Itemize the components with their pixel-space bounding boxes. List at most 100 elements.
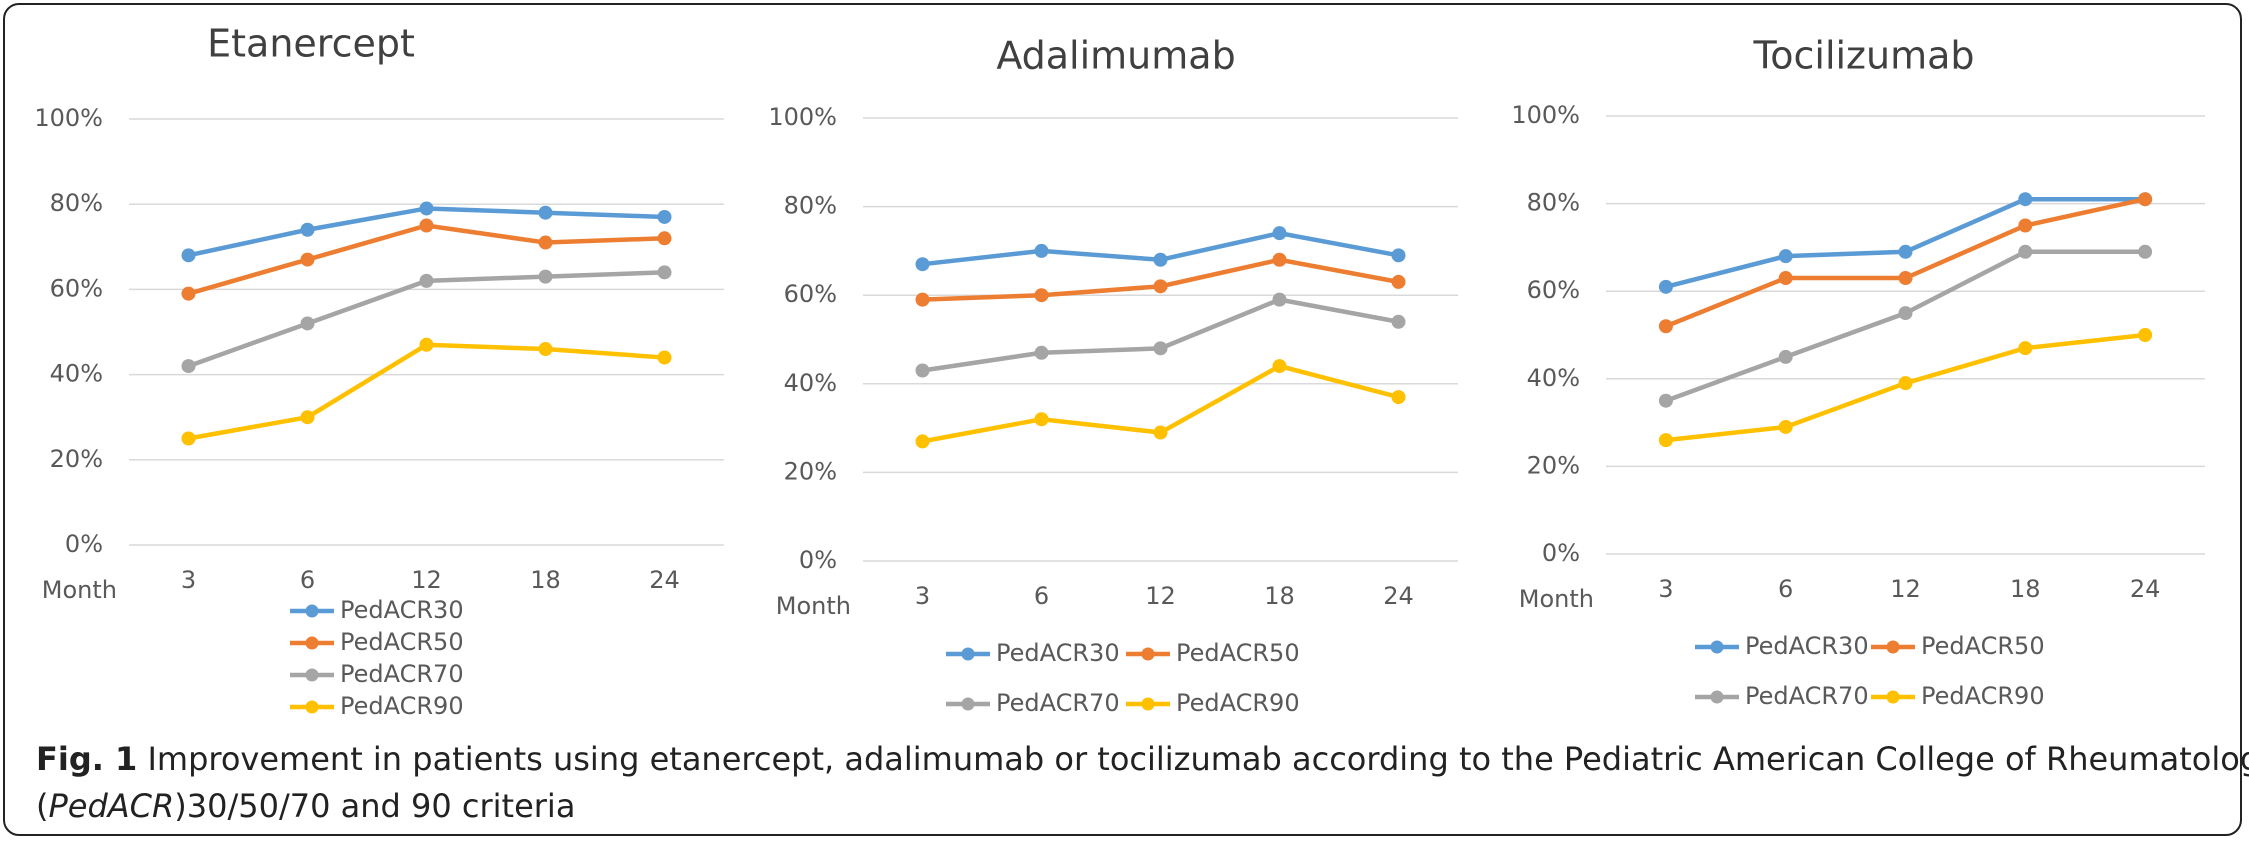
chart-title: Adalimumab [996,34,1235,78]
data-point [300,410,315,425]
caption-line: (PedACR)30/50/70 and 90 criteria [36,783,2249,830]
data-point [1658,279,1673,294]
data-point [915,257,930,272]
y-tick-label: 100% [1511,101,1580,129]
y-tick-label: 20% [50,445,103,473]
data-point [915,434,930,449]
caption-text: ( [36,787,49,825]
data-point [2018,192,2033,207]
data-point [1034,288,1049,303]
y-tick-label: 20% [784,457,837,485]
legend-label: PedACR70 [340,660,464,688]
data-point [1391,314,1406,329]
data-point [1898,244,1913,259]
legend-label: PedACR70 [1745,682,1869,710]
x-tick-label: 24 [649,566,680,594]
chart-title: Etanercept [207,22,415,66]
data-point [1778,249,1793,264]
legend-marker [1141,697,1155,711]
y-tick-label: 20% [1527,451,1580,479]
series-line [188,342,665,441]
legend-marker [961,697,975,711]
data-point [1658,433,1673,448]
data-point [1778,419,1793,434]
x-axis-label: Month [1519,585,1594,613]
caption-emphasis: PedACR [48,787,175,825]
data-point [1898,271,1913,286]
x-tick-label: 12 [1890,575,1921,603]
x-tick-label: 18 [530,566,561,594]
caption-text: )30/50/70 and 90 criteria [174,787,576,825]
data-point [1153,425,1168,440]
data-point [419,337,434,352]
data-point [1898,306,1913,321]
y-tick-label: 80% [50,189,103,217]
data-point [419,273,434,288]
data-point [419,201,434,216]
data-point [1658,393,1673,408]
x-tick-label: 3 [915,582,930,610]
x-tick-label: 18 [1264,582,1295,610]
y-tick-label: 80% [784,192,837,220]
data-point [1034,412,1049,427]
y-tick-label: 100% [768,103,837,131]
data-point [300,222,315,237]
legend-marker [305,700,319,714]
x-axis-label: Month [776,592,851,620]
data-point [181,359,196,374]
data-point [300,316,315,331]
data-point [2138,192,2153,207]
data-point [2018,244,2033,259]
y-tick-label: 100% [34,104,103,132]
data-point [1898,376,1913,391]
legend-marker [1141,647,1155,661]
caption-text: Improvement in patients using etanercept… [147,740,2249,778]
legend-marker [1710,640,1724,654]
data-point [1391,390,1406,405]
data-point [657,350,672,365]
y-tick-label: 40% [1527,364,1580,392]
x-tick-label: 6 [1778,575,1793,603]
data-point [181,248,196,263]
legend-label: PedACR50 [340,628,464,656]
data-point [1272,292,1287,307]
legend-label: PedACR90 [340,692,464,720]
data-point [1658,319,1673,334]
legend-label: PedACR90 [1921,682,2045,710]
y-tick-label: 40% [784,369,837,397]
data-point [538,342,553,357]
data-point [657,231,672,246]
data-point [2138,328,2153,342]
legend-label: PedACR90 [1176,689,1300,717]
y-tick-label: 0% [1542,539,1580,567]
data-point [657,209,672,224]
y-tick-label: 0% [799,546,837,574]
legend-marker [1886,640,1900,654]
data-point [1034,345,1049,360]
data-point [419,218,434,233]
legend-label: PedACR50 [1921,632,2045,660]
data-point [181,286,196,301]
x-tick-label: 24 [1383,582,1414,610]
data-point [300,252,315,267]
data-point [1272,252,1287,267]
x-tick-label: 6 [300,566,315,594]
data-point [657,265,672,280]
caption-label: Fig. 1 [36,740,138,778]
legend-marker [305,604,319,618]
data-point [181,431,196,446]
legend-marker [1886,690,1900,704]
x-tick-label: 24 [2130,575,2161,603]
legend-label: PedACR30 [340,596,464,624]
data-point [1153,341,1168,356]
legend-marker [961,647,975,661]
data-point [1778,271,1793,286]
x-tick-label: 18 [2010,575,2041,603]
y-tick-label: 40% [50,360,103,388]
data-point [2138,244,2153,259]
frame [3,3,2242,836]
legend-label: PedACR50 [1176,639,1300,667]
data-point [2018,341,2033,356]
